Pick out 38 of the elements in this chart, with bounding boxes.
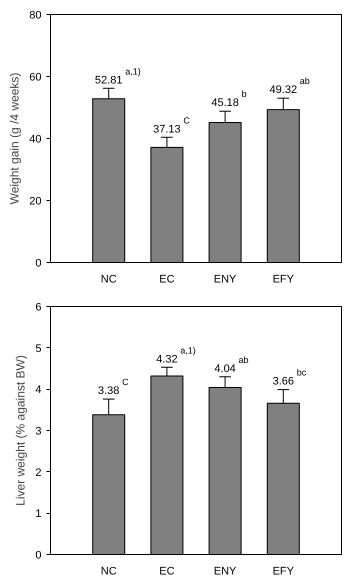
y-tick-label: 6 [35,302,42,314]
y-tick-label: 0 [35,550,42,562]
y-tick-label: 40 [29,134,42,146]
annotation: ab [238,354,249,365]
annotation: C [183,115,190,126]
x-tick-label: EFY [272,274,295,286]
y-tick-label: 4 [35,384,42,396]
data-label: 4.32 [156,353,178,366]
y-axis-title: Liver weight (% against BW) [13,355,28,506]
annotation: a,1) [125,66,141,76]
data-label: 3.38 [98,385,120,398]
data-label: 37.13 [153,123,181,136]
annotation: a,1) [180,345,196,356]
y-tick-label: 80 [29,10,42,22]
x-tick-label: ENY [214,274,238,286]
annotation: C [122,377,130,388]
annotation: ab [300,76,310,86]
data-label: 4.04 [214,362,236,375]
data-label: 49.32 [270,84,298,96]
y-tick-label: 5 [35,342,42,355]
x-tick-label: NC [100,566,117,578]
x-tick-label: ENY [214,566,238,578]
y-tick-label: 1 [35,508,42,520]
x-tick-label: EC [159,274,175,286]
data-label: 45.18 [211,97,239,110]
y-tick-label: 3 [35,426,42,438]
annotation: b [242,89,247,100]
y-tick-label: 20 [29,196,42,208]
x-tick-label: NC [100,274,117,286]
y-tick-label: 0 [35,258,42,270]
data-label: 3.66 [272,376,294,388]
y-axis-title: Weight gain (g /4 weeks) [7,72,22,204]
x-tick-label: EC [159,566,175,578]
data-label: 52.81 [94,74,122,86]
y-tick-label: 60 [29,72,42,84]
annotation: bc [296,368,307,378]
y-tick-label: 2 [35,466,42,479]
x-tick-label: EFY [272,566,295,578]
